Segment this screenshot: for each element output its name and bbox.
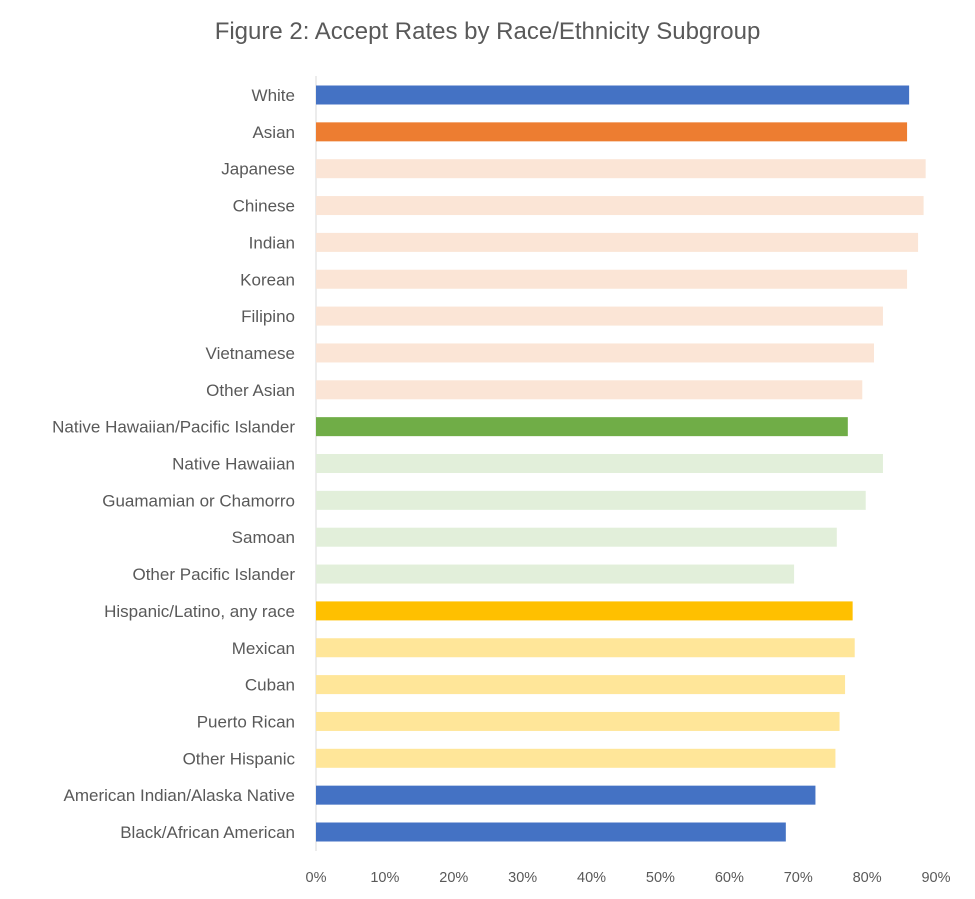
x-tick-label: 10% [370,870,399,886]
category-label-guamamian-or-chamorro: Guamamian or Chamorro [102,491,295,510]
bar-cuban [316,675,846,695]
category-label-chinese: Chinese [233,197,295,216]
bar-other-asian [316,380,863,400]
bar-hispanic-latino-any-race [316,601,853,621]
bar-filipino [316,306,883,326]
bar-other-hispanic [316,748,836,768]
bar-korean [316,269,908,289]
bar-vietnamese [316,343,874,363]
category-label-black-african-american: Black/African American [120,823,295,842]
bar-native-hawaiian-pacific-islander [316,417,848,437]
category-labels: White Asian Japanese Chinese Indian Korean Fil… [52,86,295,842]
category-label-native-hawaiian-pacific-islander: Native Hawaiian/Pacific Islander [52,418,295,437]
bar-samoan [316,527,837,547]
category-label-indian: Indian [249,233,295,252]
category-label-japanese: Japanese [221,160,295,179]
x-tick-label: 30% [508,870,537,886]
category-label-korean: Korean [240,270,295,289]
category-label-mexican: Mexican [232,639,295,658]
bar-guamamian-or-chamorro [316,490,866,510]
x-tick-label: 20% [439,870,468,886]
category-label-other-hispanic: Other Hispanic [183,749,296,768]
chart-title: Figure 2: Accept Rates by Race/Ethnicity… [214,18,761,45]
x-tick-label: 60% [715,870,744,886]
x-tick-label: 70% [784,870,813,886]
category-label-vietnamese: Vietnamese [206,344,295,363]
category-label-white: White [252,86,295,105]
category-label-other-pacific-islander: Other Pacific Islander [132,565,295,584]
bar-chinese [316,196,924,216]
category-label-samoan: Samoan [232,528,295,547]
category-label-other-asian: Other Asian [206,381,295,400]
bar-american-indian-alaska-native [316,785,816,805]
category-label-native-hawaiian: Native Hawaiian [172,455,295,474]
bar-mexican [316,638,855,658]
bar-native-hawaiian [316,454,883,473]
x-tick-label: 80% [853,870,882,886]
bars-layer [316,85,926,842]
bar-other-pacific-islander [316,564,795,584]
bar-asian [316,122,908,142]
bar-puerto-rican [316,711,840,731]
x-tick-label: 40% [577,870,606,886]
category-label-cuban: Cuban [245,676,295,695]
category-label-puerto-rican: Puerto Rican [197,712,295,731]
x-tick-label: 0% [306,870,327,886]
x-axis-ticks: 0% 10% 20% 30% 40% 50% 60% 70% 80% 90% [306,870,951,886]
category-label-asian: Asian [252,123,295,142]
category-label-hispanic-latino-any-race: Hispanic/Latino, any race [104,602,295,621]
category-label-american-indian-alaska-native: American Indian/Alaska Native [63,786,295,805]
bar-japanese [316,159,926,179]
category-label-filipino: Filipino [241,307,295,326]
bar-indian [316,232,919,252]
x-tick-label: 50% [646,870,675,886]
bar-white [316,85,910,105]
bar-black-african-american [316,822,786,842]
x-tick-label: 90% [921,870,950,886]
